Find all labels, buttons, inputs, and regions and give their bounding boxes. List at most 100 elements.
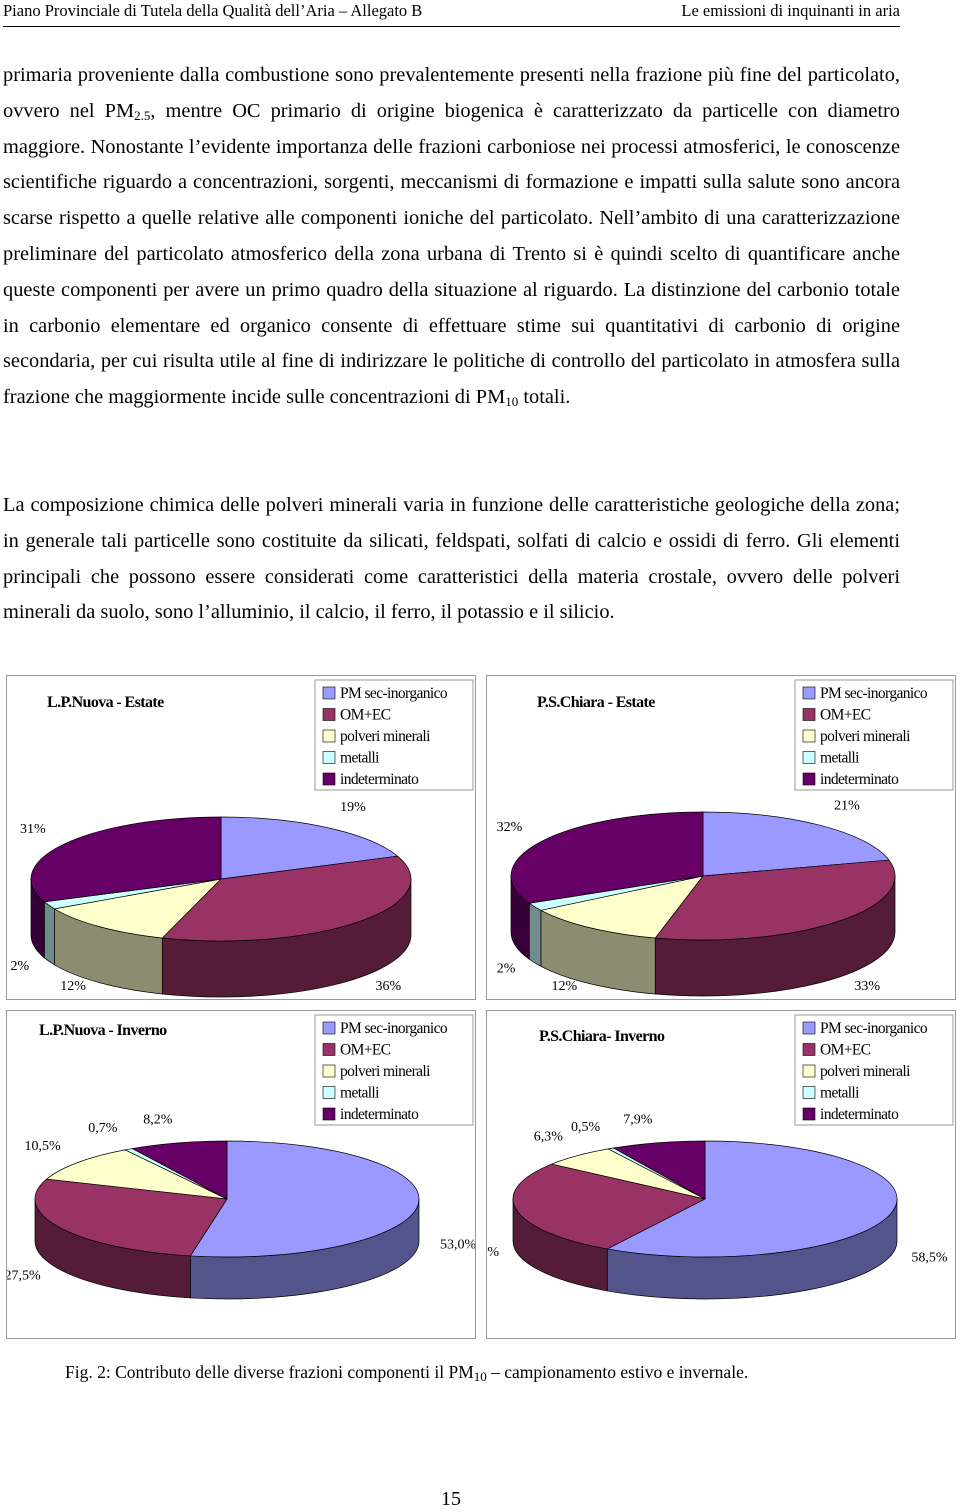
pie-slice [131, 1140, 228, 1200]
chart-title: L.P.Nuova - Estate [47, 694, 164, 711]
paragraph: La composizione chimica delle polveri mi… [3, 488, 900, 631]
legend-swatch [322, 686, 336, 700]
data-label: 2% [11, 959, 30, 974]
legend-swatch [802, 1043, 816, 1056]
header-left: Piano Provinciale di Tutela della Qualit… [3, 1, 423, 20]
chart-box: P.S.Chiara- Inverno PM sec-inorganico OM+E… [486, 1010, 956, 1339]
legend-label: polveri minerali [340, 728, 431, 745]
legend-swatch [802, 751, 816, 764]
pie-slice [189, 1140, 420, 1258]
legend-swatch [322, 708, 336, 721]
pie-slice [45, 1149, 228, 1200]
figure-caption: Fig. 2: Contributo delle diverse frazion… [65, 1362, 748, 1383]
pie-slice [220, 816, 399, 880]
data-label: 26,8% [487, 1245, 499, 1260]
legend-label: indeterminato [340, 1106, 419, 1123]
data-label: 7,9% [623, 1112, 653, 1127]
header-rule [3, 26, 900, 27]
pie-slice [512, 1163, 707, 1250]
pie-slice [30, 816, 222, 903]
legend-label: OM+EC [340, 1042, 391, 1059]
legend-swatch [802, 686, 816, 700]
data-label: 36% [376, 979, 402, 994]
data-label: 33% [854, 979, 880, 994]
pie-chart: L.P.Nuova - Inverno PM sec-inorganico OM+E… [7, 1014, 475, 1300]
data-label: 58,5% [911, 1251, 948, 1266]
chart-box: L.P.Nuova - Estate PM sec-inorganico OM+EC… [6, 675, 476, 1000]
legend-swatch [802, 1086, 816, 1099]
legend-swatch [322, 1064, 336, 1078]
data-label: 10,5% [25, 1139, 62, 1154]
data-label: 53,0% [440, 1237, 475, 1252]
pie-slice [606, 1140, 898, 1258]
pie-slice [612, 1140, 706, 1200]
pie-chart: L.P.Nuova - Estate PM sec-inorganico OM+EC… [11, 679, 474, 998]
text-run: , mentre OC primario di origine biogenic… [3, 99, 900, 409]
data-label: 2% [497, 961, 516, 976]
legend-swatch [322, 751, 336, 764]
legend-swatch [802, 772, 816, 786]
legend-label: PM sec-inorganico [340, 1020, 448, 1037]
legend-swatch [802, 1021, 816, 1035]
legend-swatch [802, 708, 816, 721]
data-label: 19% [340, 800, 366, 815]
legend-swatch [802, 729, 816, 743]
pie-slice [34, 1178, 228, 1257]
data-label: 8,2% [143, 1113, 173, 1128]
text-run: Fig. 2: Contributo delle diverse frazion… [65, 1362, 474, 1382]
text-run: La composizione chimica delle polveri mi… [3, 494, 900, 624]
text-run: primaria proveniente dalla combustione s… [3, 64, 900, 122]
data-label: 12% [60, 979, 86, 994]
legend-box [794, 1014, 954, 1126]
subscript: 2.5 [134, 107, 151, 123]
data-label: 12% [552, 979, 578, 994]
legend-label: OM+EC [820, 1042, 871, 1059]
legend-label: metalli [820, 1085, 860, 1102]
legend-swatch [322, 772, 336, 786]
data-label: 6,3% [534, 1130, 564, 1145]
chart-box: P.S.Chiara - Estate PM sec-inorganico OM+E… [486, 675, 956, 1000]
legend-label: PM sec-inorganico [340, 685, 448, 702]
pie-side [43, 901, 55, 966]
legend-label: metalli [340, 1085, 380, 1102]
legend-swatch [802, 1107, 816, 1121]
legend-swatch [322, 1086, 336, 1099]
legend-label: OM+EC [820, 707, 871, 724]
legend-box [314, 1014, 474, 1126]
legend-label: OM+EC [340, 707, 391, 724]
text-run: – campionamento estivo e invernale. [486, 1362, 749, 1382]
legend-swatch [322, 1043, 336, 1056]
data-label: 27,5% [7, 1268, 41, 1283]
pie-slice [161, 855, 412, 942]
data-label: 32% [497, 820, 523, 835]
legend-swatch [322, 1107, 336, 1121]
legend-label: PM sec-inorganico [820, 1020, 928, 1037]
page-number: 15 [441, 1488, 461, 1510]
legend-label: polveri minerali [820, 1063, 911, 1080]
pie-slice [702, 811, 890, 877]
legend-swatch [802, 1064, 816, 1078]
data-label: 0,5% [571, 1120, 601, 1135]
subscript: 10 [473, 1369, 487, 1384]
text-run: totali. [518, 386, 571, 409]
legend-box [794, 679, 954, 791]
legend-label: indeterminato [820, 771, 899, 788]
chart-title: L.P.Nuova - Inverno [39, 1022, 167, 1039]
legend-label: indeterminato [820, 1106, 899, 1123]
header-right: Le emissioni di inquinanti in aria [681, 1, 900, 20]
pie-slice [510, 811, 704, 904]
legend-box [314, 679, 474, 791]
data-label: 31% [20, 822, 46, 837]
legend-swatch [322, 729, 336, 743]
subscript: 10 [505, 394, 519, 410]
pie-slice [654, 859, 896, 941]
paragraph: primaria proveniente dalla combustione s… [3, 58, 900, 416]
pie-chart: P.S.Chiara - Estate PM sec-inorganico OM+E… [497, 679, 954, 997]
pie-chart: P.S.Chiara- Inverno PM sec-inorganico OM+E… [487, 1014, 954, 1300]
chart-title: P.S.Chiara- Inverno [539, 1028, 665, 1045]
pie-side [528, 902, 542, 967]
legend-swatch [322, 1021, 336, 1035]
legend-label: polveri minerali [340, 1063, 431, 1080]
legend-label: polveri minerali [820, 728, 911, 745]
